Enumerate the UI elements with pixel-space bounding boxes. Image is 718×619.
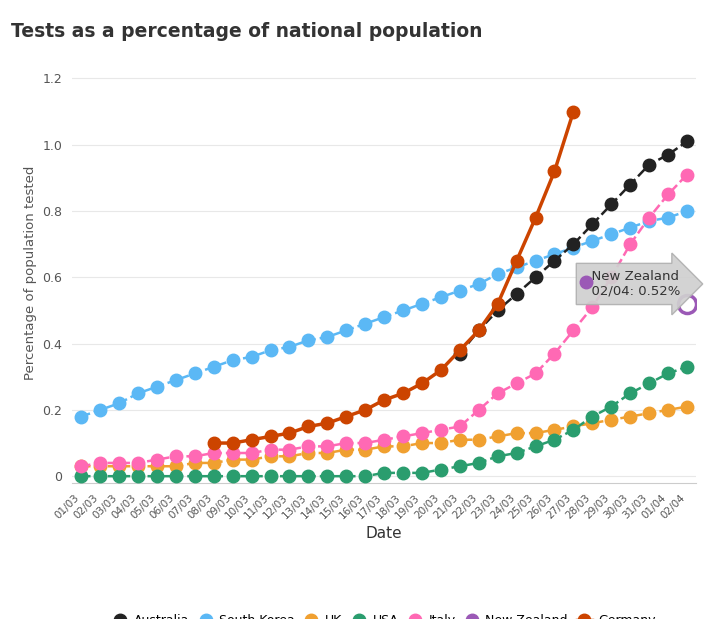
Y-axis label: Percentage of population tested: Percentage of population tested [24,165,37,379]
Text: Tests as a percentage of national population: Tests as a percentage of national popula… [11,22,482,41]
X-axis label: Date: Date [365,526,403,541]
Text: New Zealand
  02/04: 0.52%: New Zealand 02/04: 0.52% [583,270,680,298]
Legend: Australia, South Korea, UK, USA, Italy, New Zealand, Germany: Australia, South Korea, UK, USA, Italy, … [108,609,661,619]
